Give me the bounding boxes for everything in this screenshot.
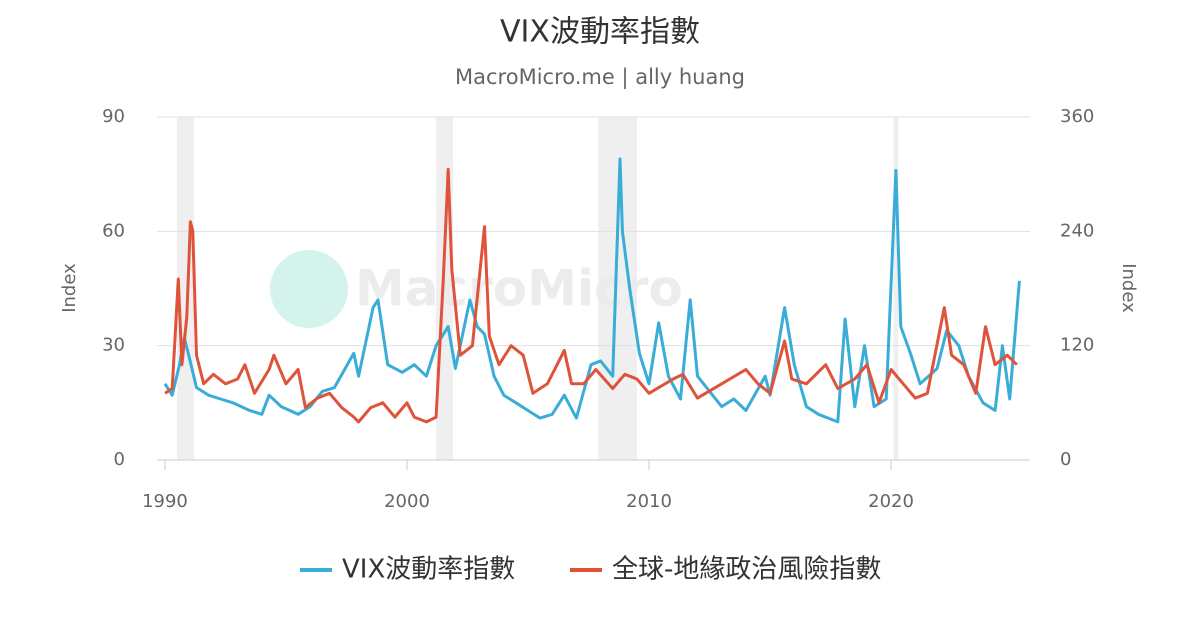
x-tick-label: 2010 (626, 491, 672, 512)
series-line (163, 157, 1021, 424)
y-axis-label: Index (59, 263, 80, 313)
shaded-period (893, 117, 899, 460)
x-tick-label: 2020 (868, 491, 914, 512)
y2-axis-label: Index (1118, 263, 1139, 313)
y-tick-label: 0 (114, 449, 125, 470)
y2-tick-label: 120 (1060, 335, 1094, 356)
y-tick-label: 90 (102, 106, 125, 127)
legend-label: VIX波動率指數 (342, 555, 515, 585)
watermark-icon (270, 250, 348, 328)
series-line (164, 167, 1018, 424)
shaded-period (436, 117, 454, 460)
chart-title: VIX波動率指數 (500, 15, 700, 50)
x-tick-label: 1990 (142, 491, 188, 512)
y-tick-label: 30 (102, 335, 125, 356)
x-tick-label: 2000 (384, 491, 430, 512)
shaded-period (177, 117, 195, 460)
y2-tick-label: 240 (1060, 220, 1094, 241)
chart-subtitle: MacroMicro.me | ally huang (455, 65, 745, 90)
y2-tick-label: 360 (1060, 106, 1094, 127)
legend-label: 全球-地緣政治風險指數 (612, 555, 881, 585)
y2-tick-label: 0 (1060, 449, 1071, 470)
y-tick-label: 60 (102, 220, 125, 241)
